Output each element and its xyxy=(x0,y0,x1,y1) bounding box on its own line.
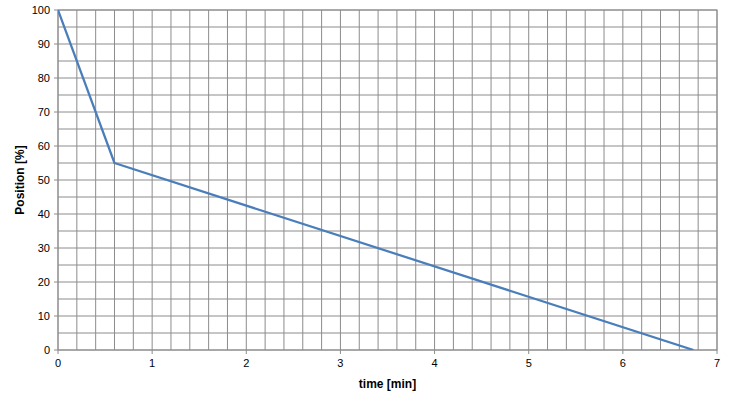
minor-grid-line xyxy=(58,265,717,266)
tick-mark xyxy=(54,282,58,283)
chart: 012345670102030405060708090100time [min]… xyxy=(0,0,730,399)
tick-label: 90 xyxy=(38,38,50,50)
tick-label: 6 xyxy=(620,357,626,369)
tick-label: 4 xyxy=(432,357,438,369)
tick-mark xyxy=(54,350,58,351)
data-line xyxy=(58,10,693,350)
grid-line xyxy=(58,316,717,317)
grid-line xyxy=(58,282,717,283)
grid-line xyxy=(58,146,717,147)
minor-grid-line xyxy=(58,95,717,96)
tick-mark xyxy=(246,350,247,354)
tick-label: 40 xyxy=(38,208,50,220)
tick-mark xyxy=(54,44,58,45)
tick-mark xyxy=(54,10,58,11)
tick-mark xyxy=(58,350,59,354)
ticks: 012345670102030405060708090100 xyxy=(32,4,720,369)
tick-label: 60 xyxy=(38,140,50,152)
grid-line xyxy=(58,112,717,113)
minor-grid-line xyxy=(58,27,717,28)
tick-label: 5 xyxy=(526,357,532,369)
grid xyxy=(58,10,717,350)
minor-grid-line xyxy=(58,197,717,198)
tick-mark xyxy=(717,350,718,354)
tick-label: 7 xyxy=(714,357,720,369)
tick-mark xyxy=(54,112,58,113)
plot-frame xyxy=(58,10,717,350)
grid-line xyxy=(58,78,717,79)
minor-grid-line xyxy=(58,299,717,300)
tick-mark xyxy=(54,146,58,147)
tick-label: 80 xyxy=(38,72,50,84)
tick-label: 0 xyxy=(55,357,61,369)
tick-mark xyxy=(54,214,58,215)
grid-line xyxy=(58,44,717,45)
tick-mark xyxy=(54,78,58,79)
tick-mark xyxy=(622,350,623,354)
tick-label: 0 xyxy=(44,344,50,356)
tick-mark xyxy=(152,350,153,354)
minor-grid-line xyxy=(58,163,717,164)
tick-mark xyxy=(340,350,341,354)
series xyxy=(58,10,693,350)
minor-grid-line xyxy=(58,231,717,232)
x-axis-title: time [min] xyxy=(359,377,416,391)
tick-mark xyxy=(434,350,435,354)
tick-mark xyxy=(54,316,58,317)
tick-label: 10 xyxy=(38,310,50,322)
tick-mark xyxy=(54,248,58,249)
minor-grid-line xyxy=(58,129,717,130)
tick-label: 70 xyxy=(38,106,50,118)
tick-label: 50 xyxy=(38,174,50,186)
tick-label: 100 xyxy=(32,4,50,16)
tick-label: 30 xyxy=(38,242,50,254)
minor-grid-line xyxy=(58,61,717,62)
minor-grid-line xyxy=(58,333,717,334)
tick-mark xyxy=(54,180,58,181)
tick-mark xyxy=(528,350,529,354)
tick-label: 3 xyxy=(337,357,343,369)
grid-line xyxy=(58,180,717,181)
tick-label: 1 xyxy=(149,357,155,369)
tick-label: 20 xyxy=(38,276,50,288)
tick-label: 2 xyxy=(243,357,249,369)
y-axis-title: Position [%] xyxy=(13,145,27,214)
grid-line xyxy=(58,214,717,215)
grid-line xyxy=(58,248,717,249)
